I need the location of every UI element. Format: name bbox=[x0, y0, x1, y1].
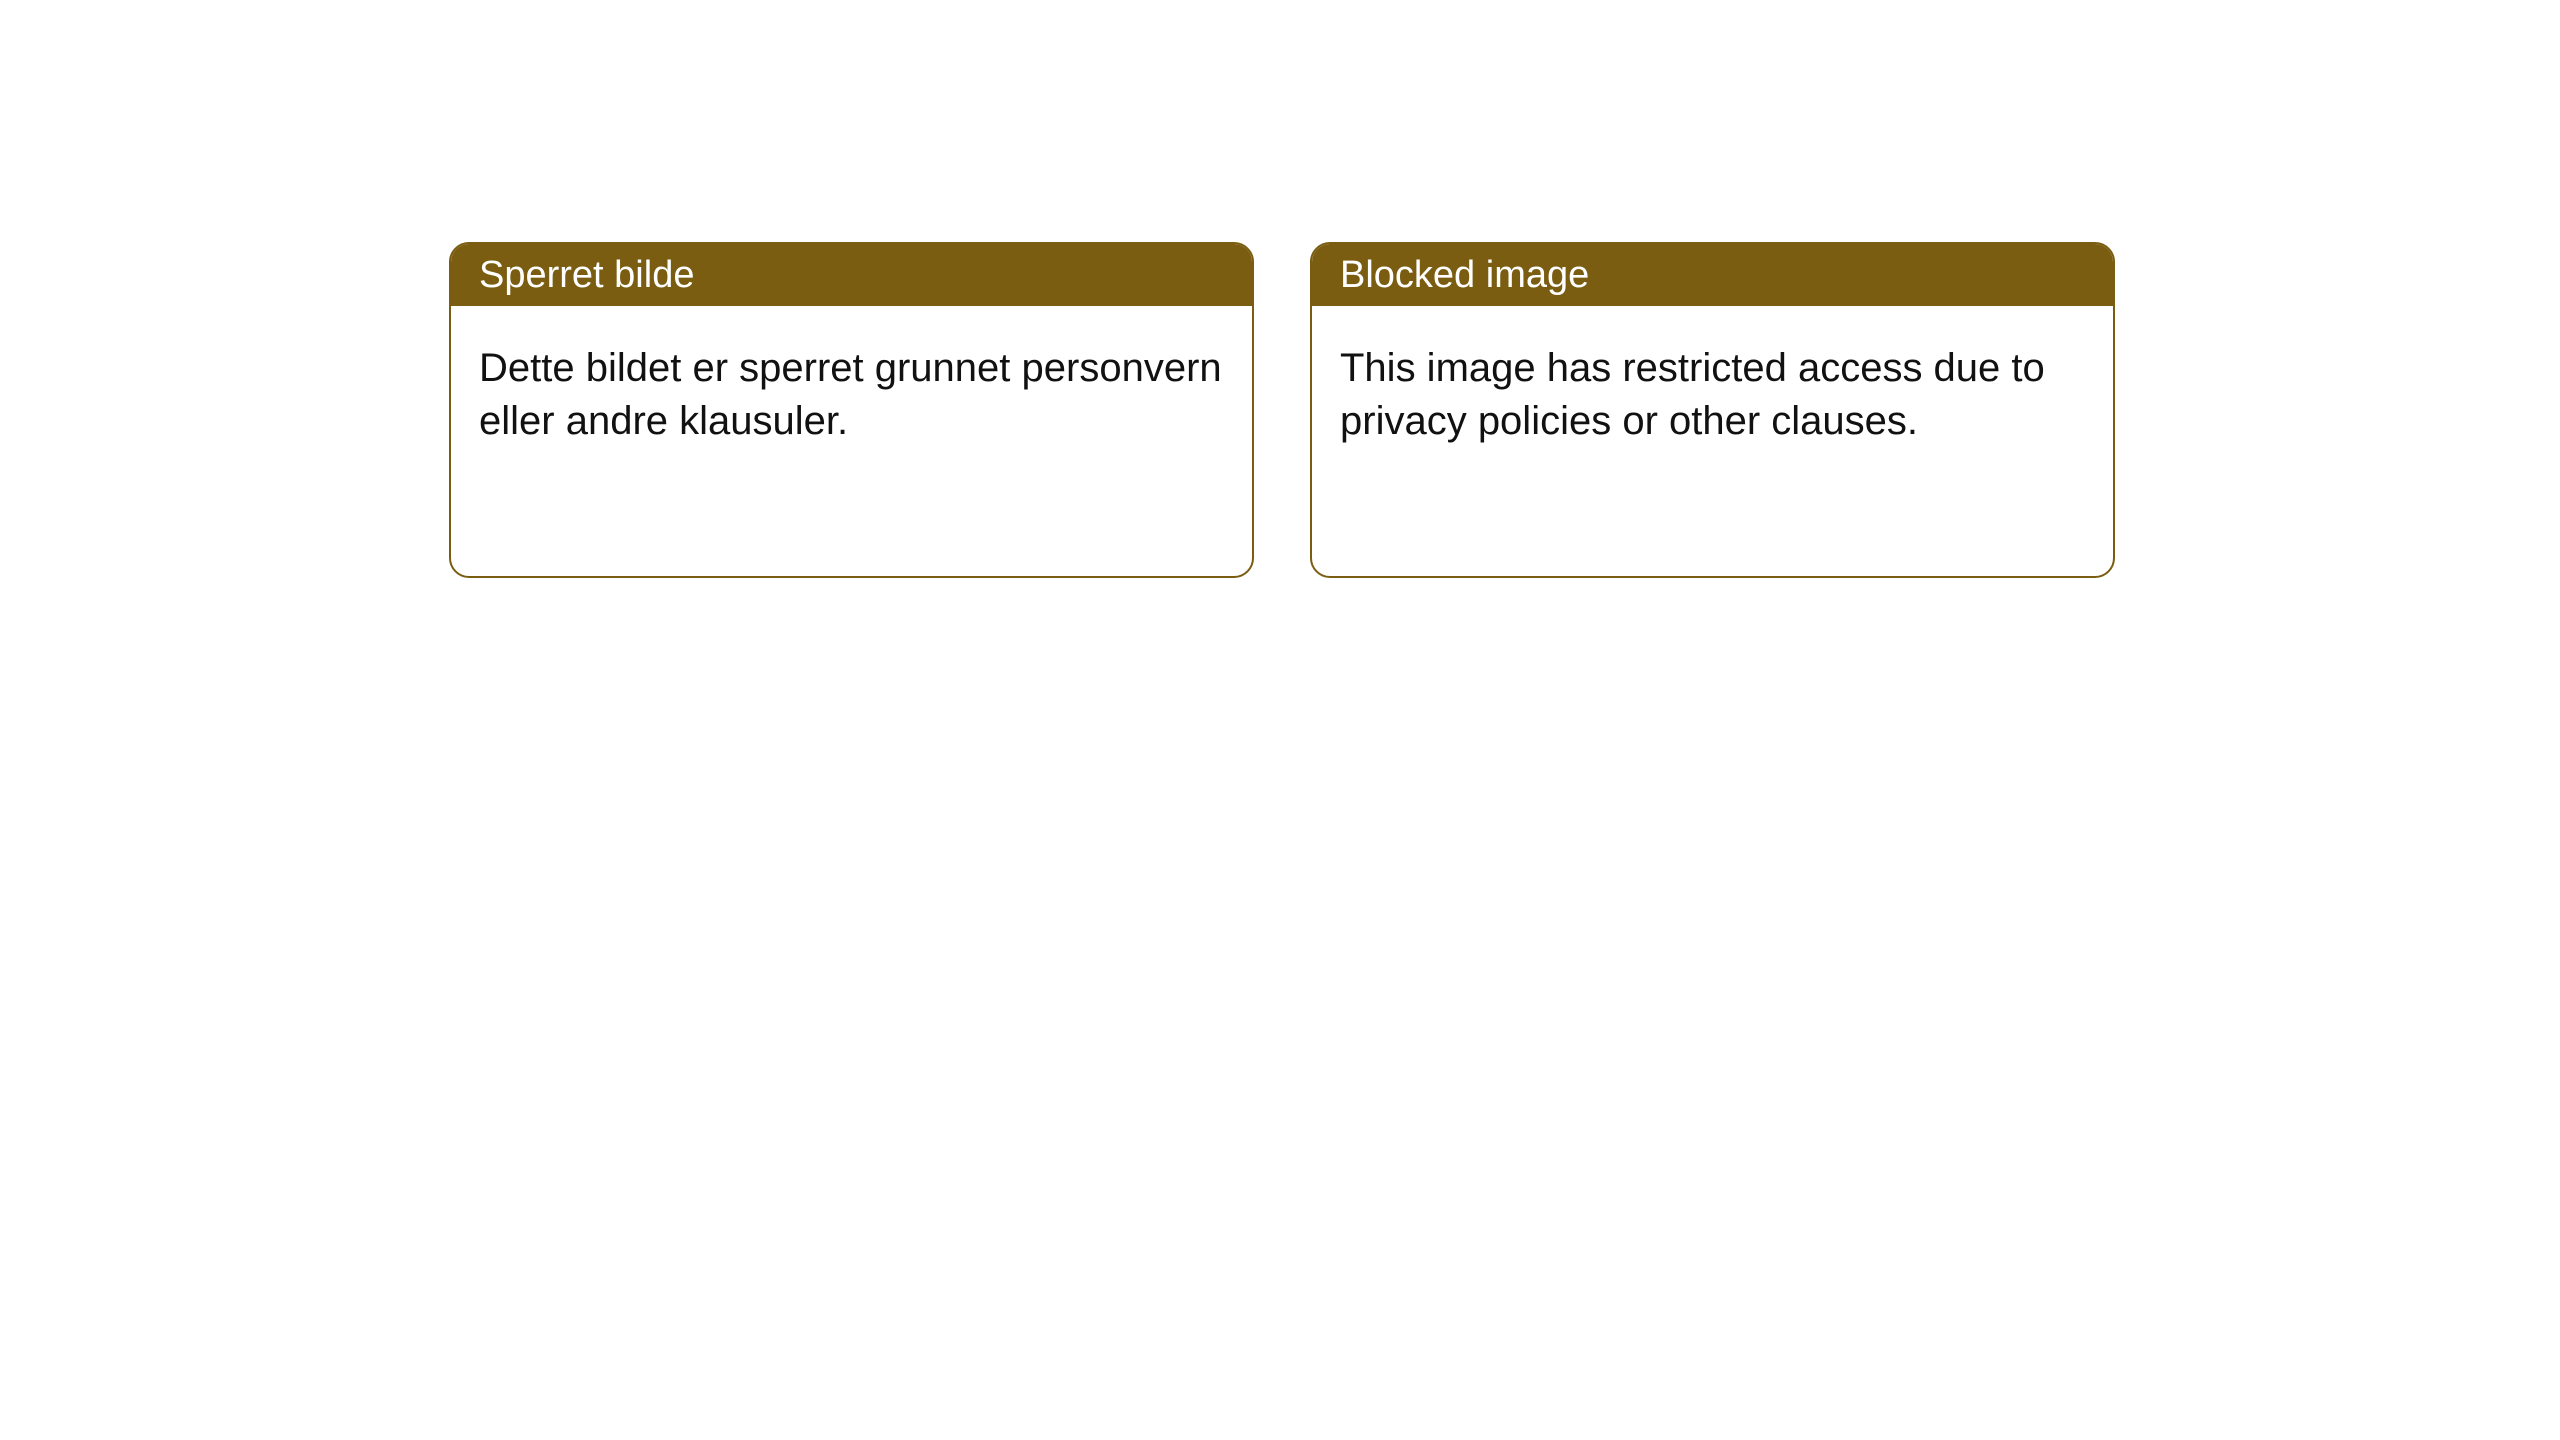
card-header-text-en: Blocked image bbox=[1340, 254, 1589, 297]
card-header-en: Blocked image bbox=[1312, 244, 2113, 306]
blocked-image-card-en: Blocked image This image has restricted … bbox=[1310, 242, 2115, 578]
card-body-text-en: This image has restricted access due to … bbox=[1340, 346, 2045, 443]
card-header-text-no: Sperret bilde bbox=[479, 254, 694, 297]
card-header-no: Sperret bilde bbox=[451, 244, 1252, 306]
card-body-en: This image has restricted access due to … bbox=[1312, 306, 2113, 484]
blocked-image-card-no: Sperret bilde Dette bildet er sperret gr… bbox=[449, 242, 1254, 578]
blocked-image-cards: Sperret bilde Dette bildet er sperret gr… bbox=[449, 242, 2115, 578]
card-body-no: Dette bildet er sperret grunnet personve… bbox=[451, 306, 1252, 484]
card-body-text-no: Dette bildet er sperret grunnet personve… bbox=[479, 346, 1222, 443]
